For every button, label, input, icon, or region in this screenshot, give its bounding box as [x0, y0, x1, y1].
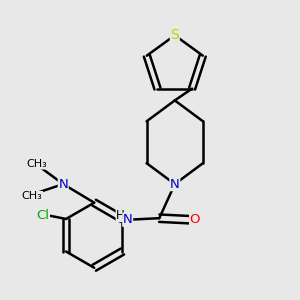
Text: H: H	[116, 208, 125, 222]
Text: O: O	[190, 213, 200, 226]
Text: N: N	[58, 178, 68, 190]
Text: CH₃: CH₃	[22, 191, 43, 202]
Text: N: N	[170, 178, 180, 190]
Text: Cl: Cl	[36, 209, 49, 222]
Text: CH₃: CH₃	[26, 159, 47, 169]
Text: N: N	[123, 213, 133, 226]
Text: S: S	[170, 28, 179, 42]
